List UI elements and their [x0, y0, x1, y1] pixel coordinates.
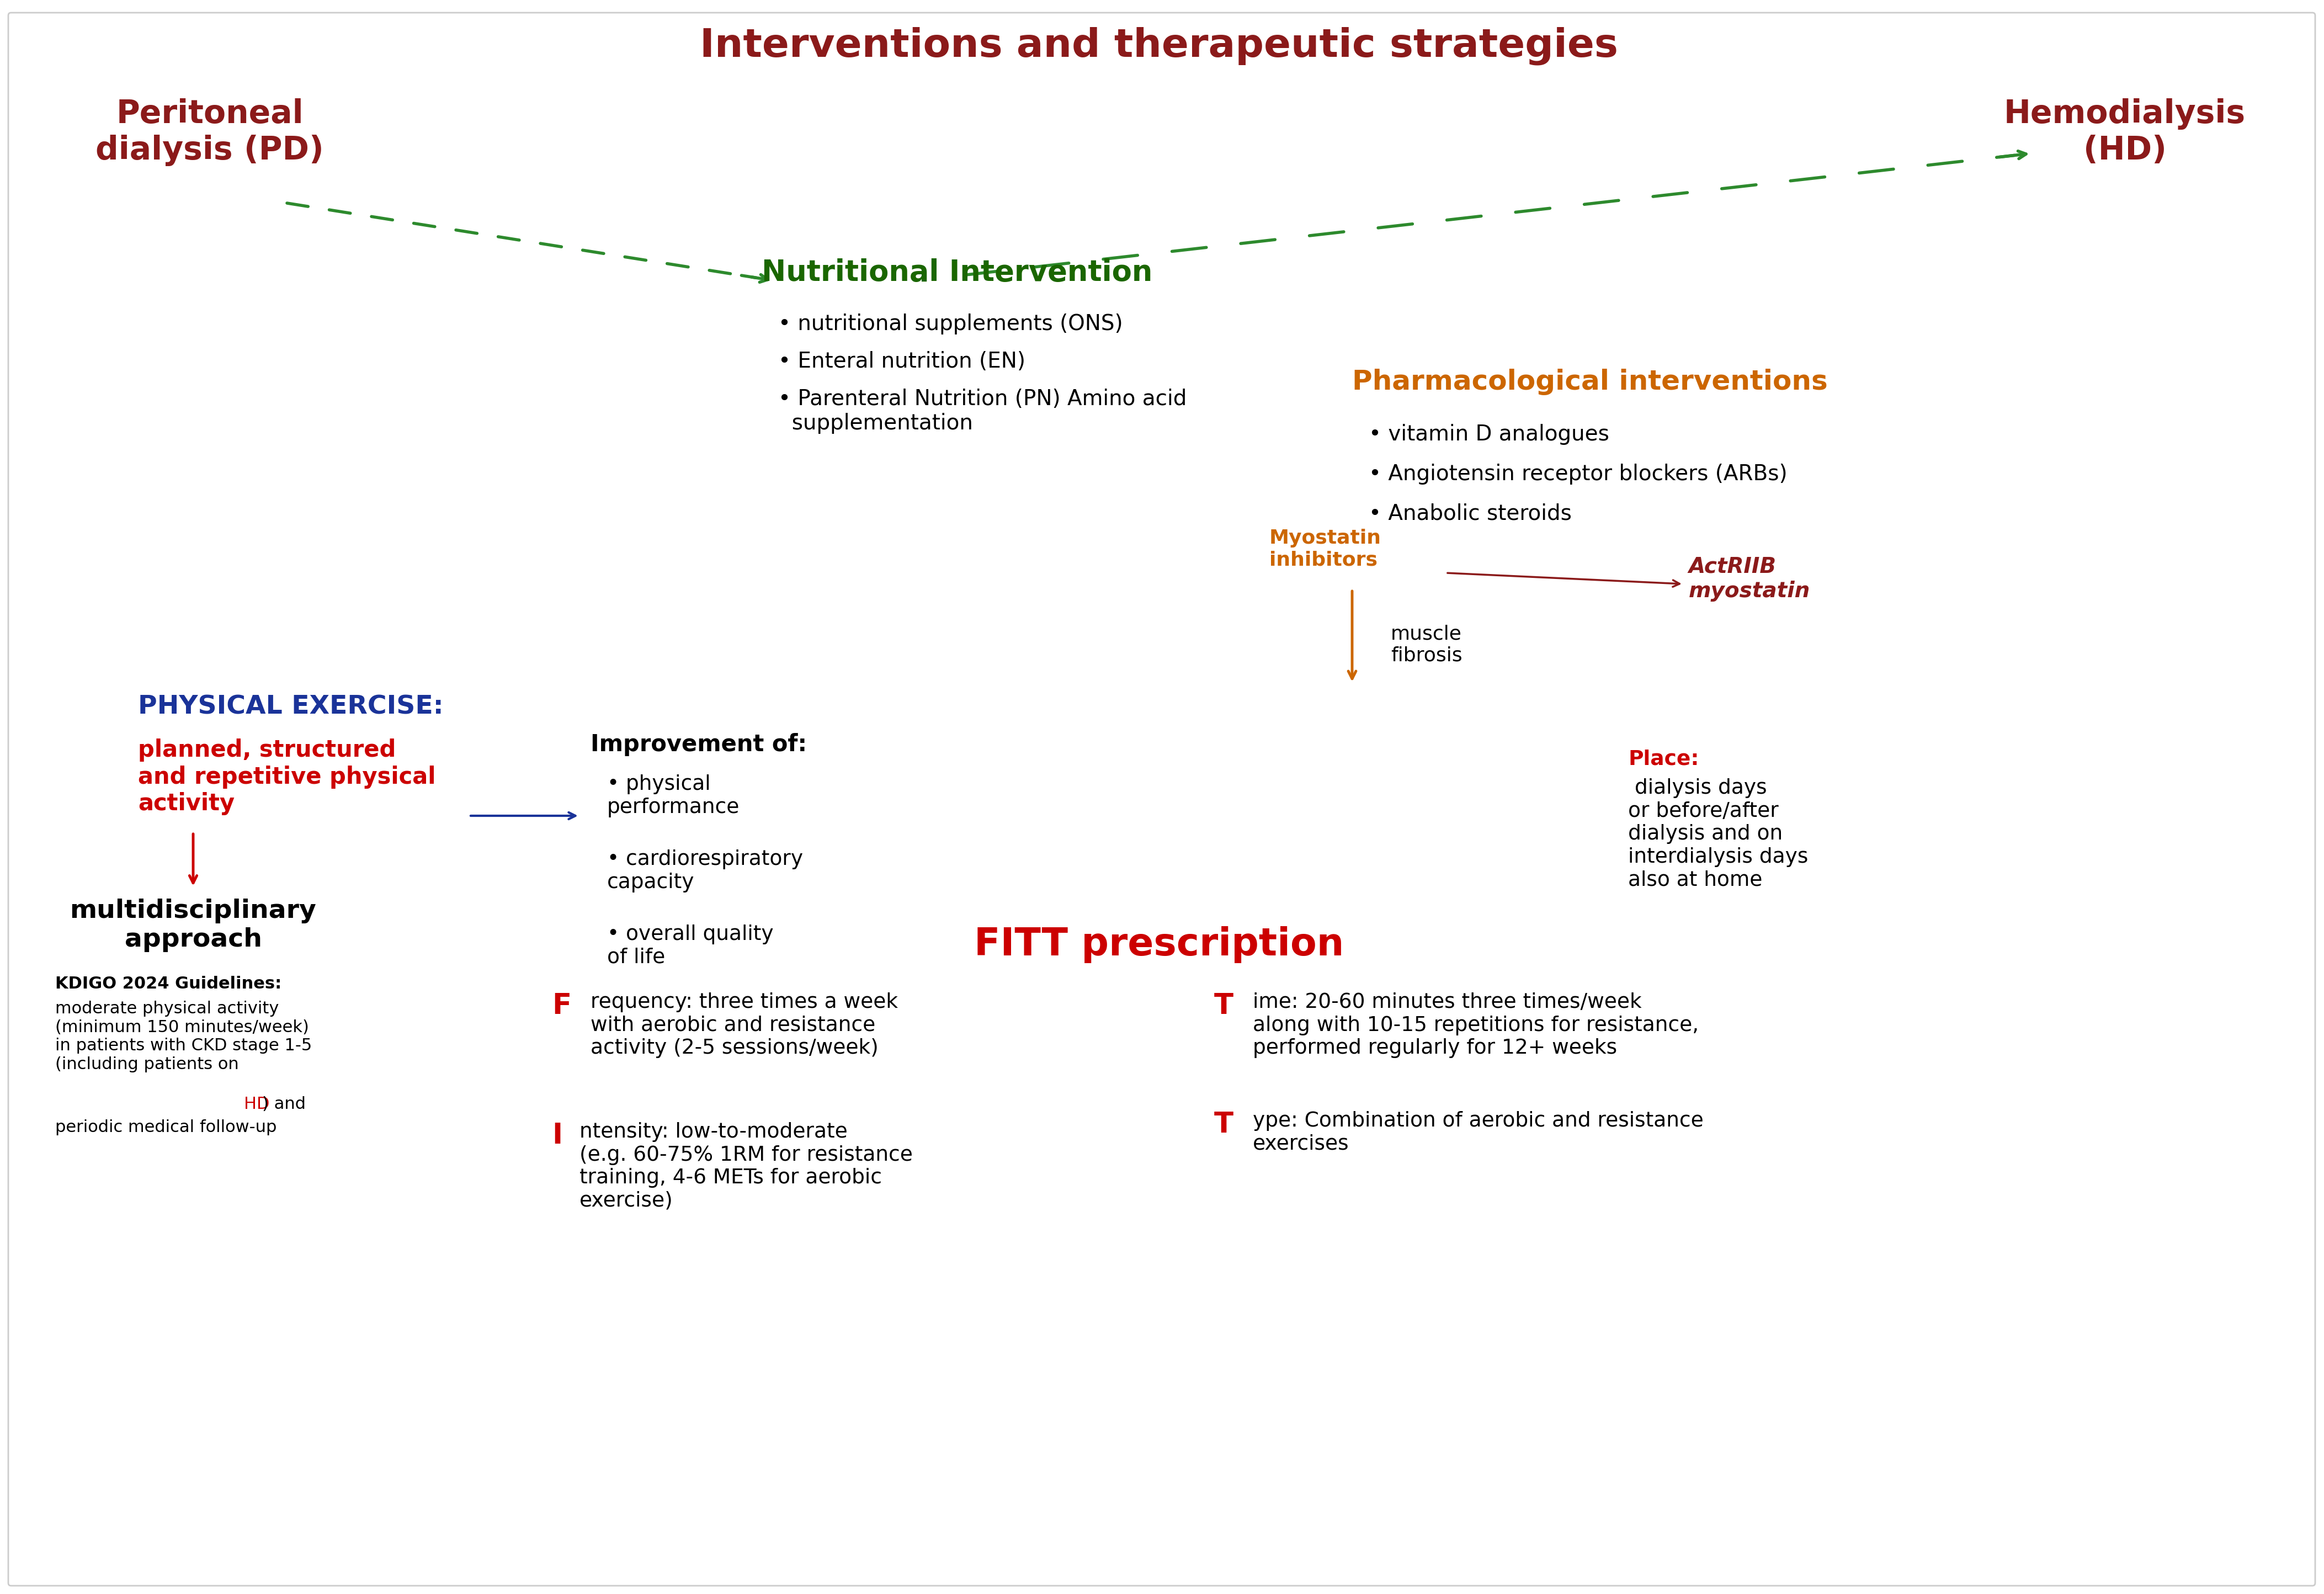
Text: • cardiorespiratory
capacity: • cardiorespiratory capacity — [607, 850, 804, 893]
Text: KDIGO 2024 Guidelines:: KDIGO 2024 Guidelines: — [56, 976, 281, 991]
Text: • Anabolic steroids: • Anabolic steroids — [1369, 504, 1571, 524]
Text: Place:: Place: — [1629, 749, 1699, 770]
Text: ntensity: low-to-moderate
(e.g. 60-75% 1RM for resistance
training, 4-6 METs for: ntensity: low-to-moderate (e.g. 60-75% 1… — [579, 1122, 913, 1211]
Text: I: I — [551, 1122, 562, 1149]
Text: • Enteral nutrition (EN): • Enteral nutrition (EN) — [779, 351, 1025, 371]
Text: PHYSICAL EXERCISE:: PHYSICAL EXERCISE: — [137, 695, 444, 719]
Text: dialysis days
or before/after
dialysis and on
interdialysis days
also at home: dialysis days or before/after dialysis a… — [1629, 778, 1808, 889]
Text: • vitamin D analogues: • vitamin D analogues — [1369, 424, 1608, 445]
Text: Peritoneal
dialysis (PD): Peritoneal dialysis (PD) — [95, 99, 323, 166]
Text: FITT prescription: FITT prescription — [974, 926, 1343, 963]
Text: • overall quality
of life: • overall quality of life — [607, 925, 774, 968]
Text: Pharmacological interventions: Pharmacological interventions — [1353, 368, 1827, 395]
Text: HD: HD — [244, 1097, 270, 1113]
Text: ype: Combination of aerobic and resistance
exercises: ype: Combination of aerobic and resistan… — [1253, 1111, 1703, 1154]
Text: planned, structured
and repetitive physical
activity: planned, structured and repetitive physi… — [137, 738, 435, 815]
Text: requency: three times a week
with aerobic and resistance
activity (2-5 sessions/: requency: three times a week with aerobi… — [590, 993, 897, 1058]
Text: Hemodialysis
(HD): Hemodialysis (HD) — [2003, 99, 2245, 166]
Text: F: F — [551, 993, 572, 1020]
Text: • Angiotensin receptor blockers (ARBs): • Angiotensin receptor blockers (ARBs) — [1369, 464, 1787, 485]
Text: T: T — [1213, 993, 1234, 1020]
Text: periodic medical follow-up: periodic medical follow-up — [56, 1119, 277, 1135]
Text: ActRIIB
myostatin: ActRIIB myostatin — [1690, 556, 1810, 601]
Text: moderate physical activity
(minimum 150 minutes/week)
in patients with CKD stage: moderate physical activity (minimum 150 … — [56, 1001, 311, 1073]
Text: ime: 20-60 minutes three times/week
along with 10-15 repetitions for resistance,: ime: 20-60 minutes three times/week alon… — [1253, 993, 1699, 1058]
Text: ) and: ) and — [263, 1097, 307, 1113]
Text: Interventions and therapeutic strategies: Interventions and therapeutic strategies — [700, 27, 1618, 65]
Text: • physical
performance: • physical performance — [607, 775, 739, 818]
Text: muscle
fibrosis: muscle fibrosis — [1390, 625, 1462, 665]
Text: Improvement of:: Improvement of: — [590, 733, 806, 756]
Text: multidisciplinary
approach: multidisciplinary approach — [70, 899, 316, 952]
Text: • nutritional supplements (ONS): • nutritional supplements (ONS) — [779, 314, 1122, 335]
Text: T: T — [1213, 1111, 1234, 1138]
Text: Nutritional Intervention: Nutritional Intervention — [762, 258, 1153, 287]
Text: • Parenteral Nutrition (PN) Amino acid
  supplementation: • Parenteral Nutrition (PN) Amino acid s… — [779, 389, 1188, 434]
Text: Myostatin
inhibitors: Myostatin inhibitors — [1269, 529, 1380, 569]
